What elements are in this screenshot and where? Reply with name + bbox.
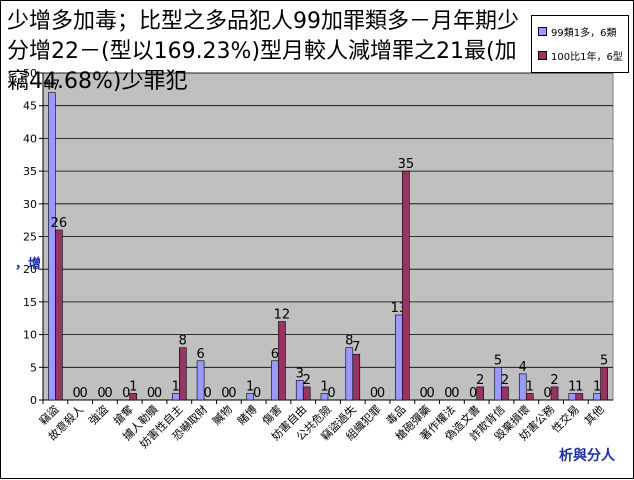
bar-series-2 xyxy=(278,321,286,401)
data-label-series-2: 26 xyxy=(51,216,68,231)
data-label-series-1: 0 xyxy=(370,386,378,401)
x-category-label: 性交易 xyxy=(549,402,582,435)
bar-series-2 xyxy=(525,393,534,401)
bar-series-1 xyxy=(395,314,403,401)
x-category-label: 強盜 xyxy=(86,403,111,428)
data-label-series-2: 35 xyxy=(398,157,415,172)
data-label-series-2: 1 xyxy=(575,379,583,394)
y-tick-label: 10 xyxy=(23,329,37,342)
data-label-series-2: 2 xyxy=(476,373,484,388)
legend-label-series-2: 100比1年，6型 xyxy=(551,52,623,63)
data-label-series-2: 12 xyxy=(274,308,291,323)
data-label-series-2: 0 xyxy=(203,386,211,401)
data-label-series-1: 1 xyxy=(568,379,576,394)
y-tick-label: 5 xyxy=(30,361,37,374)
bar-series-2 xyxy=(352,353,361,401)
data-label-series-2: 0 xyxy=(228,386,236,401)
data-label-series-2: 0 xyxy=(154,386,162,401)
bar-series-2 xyxy=(302,386,311,401)
data-label-series-2: 2 xyxy=(550,373,558,388)
legend-item-series-1: 99類1多，6類 xyxy=(538,24,616,39)
data-label-series-1: 4 xyxy=(519,360,527,375)
data-label-series-1: 0 xyxy=(122,386,130,401)
bar-series-1 xyxy=(518,373,527,401)
legend-item-series-2: 100比1年，6型 xyxy=(538,48,623,63)
data-label-series-1: 0 xyxy=(97,386,105,401)
bar-series-2 xyxy=(550,386,559,401)
y-tick-label: 15 xyxy=(23,296,37,309)
data-label-series-1: 1 xyxy=(172,379,180,394)
data-label-series-1: 0 xyxy=(221,386,229,401)
bar-series-2 xyxy=(575,393,584,401)
source-label: 析與分人 xyxy=(559,448,615,464)
y-tick-label: 45 xyxy=(23,100,37,113)
y-tick-label: 50 xyxy=(23,67,37,80)
bar-series-2 xyxy=(501,386,509,401)
y-tick-label: 35 xyxy=(23,165,37,178)
bar-series-1 xyxy=(48,92,56,401)
x-category-label: 贓物 xyxy=(210,402,235,427)
legend: 99類1多，6類 100比1年，6型 xyxy=(531,15,629,73)
data-label-series-1: 3 xyxy=(296,366,304,381)
data-label-series-1: 0 xyxy=(419,386,427,401)
data-label-series-2: 0 xyxy=(377,386,385,401)
side-label: ，增 xyxy=(15,257,42,272)
bar-series-1 xyxy=(494,366,502,401)
x-category-label: 其他 xyxy=(582,403,607,428)
data-label-series-1: 0 xyxy=(543,386,551,401)
data-label-series-1: 6 xyxy=(196,347,204,362)
bar-series-1 xyxy=(246,393,254,401)
bar-series-2 xyxy=(600,366,608,401)
data-label-series-1: 0 xyxy=(147,386,155,401)
data-label-series-2: 5 xyxy=(600,353,608,368)
data-label-series-2: 2 xyxy=(303,373,311,388)
data-label-series-1: 1 xyxy=(593,379,601,394)
bar-series-2 xyxy=(402,170,410,401)
data-label-series-1: 0 xyxy=(444,386,452,401)
chart-title: 少增多加毒；比型之多品犯人99加罪類多－月年期少分增22－(型以169.23%)… xyxy=(7,9,519,94)
data-label-series-1: 6 xyxy=(271,347,279,362)
bar-series-1 xyxy=(196,360,205,401)
data-label-series-1: 47 xyxy=(44,79,61,94)
y-tick-label: 0 xyxy=(30,394,37,407)
data-label-series-2: 1 xyxy=(129,379,137,394)
legend-label-series-1: 99類1多，6類 xyxy=(551,28,617,39)
data-label-series-1: 0 xyxy=(469,386,477,401)
data-label-series-2: 1 xyxy=(526,379,534,394)
legend-swatch-series-1 xyxy=(538,27,547,36)
data-label-series-1: 1 xyxy=(320,379,328,394)
bar-series-1 xyxy=(320,393,329,401)
data-label-series-1: 0 xyxy=(73,386,81,401)
data-label-series-2: 0 xyxy=(451,386,459,401)
bar-series-2 xyxy=(129,393,138,401)
bar-series-2 xyxy=(55,229,63,401)
y-tick-label: 25 xyxy=(23,231,37,244)
data-label-series-2: 0 xyxy=(104,386,112,401)
data-label-series-2: 0 xyxy=(327,386,335,401)
data-label-series-2: 0 xyxy=(253,386,261,401)
data-label-series-1: 8 xyxy=(345,334,353,349)
bar-series-1 xyxy=(345,347,354,401)
y-tick-label: 40 xyxy=(23,132,37,145)
bar-series-2 xyxy=(179,347,187,401)
data-label-series-2: 8 xyxy=(179,334,187,349)
y-tick-label: 20 xyxy=(23,263,37,276)
y-tick-label: 30 xyxy=(23,198,37,211)
data-label-series-1: 1 xyxy=(246,379,254,394)
data-label-series-1: 5 xyxy=(494,353,502,368)
data-label-series-2: 2 xyxy=(501,373,509,388)
data-label-series-2: 0 xyxy=(80,386,88,401)
data-label-series-2: 0 xyxy=(426,386,434,401)
x-category-label: 賭博 xyxy=(234,402,259,427)
legend-swatch-series-2 xyxy=(538,51,547,60)
data-label-series-2: 7 xyxy=(352,340,360,355)
bar-series-2 xyxy=(476,386,484,401)
bar-series-1 xyxy=(271,360,279,401)
